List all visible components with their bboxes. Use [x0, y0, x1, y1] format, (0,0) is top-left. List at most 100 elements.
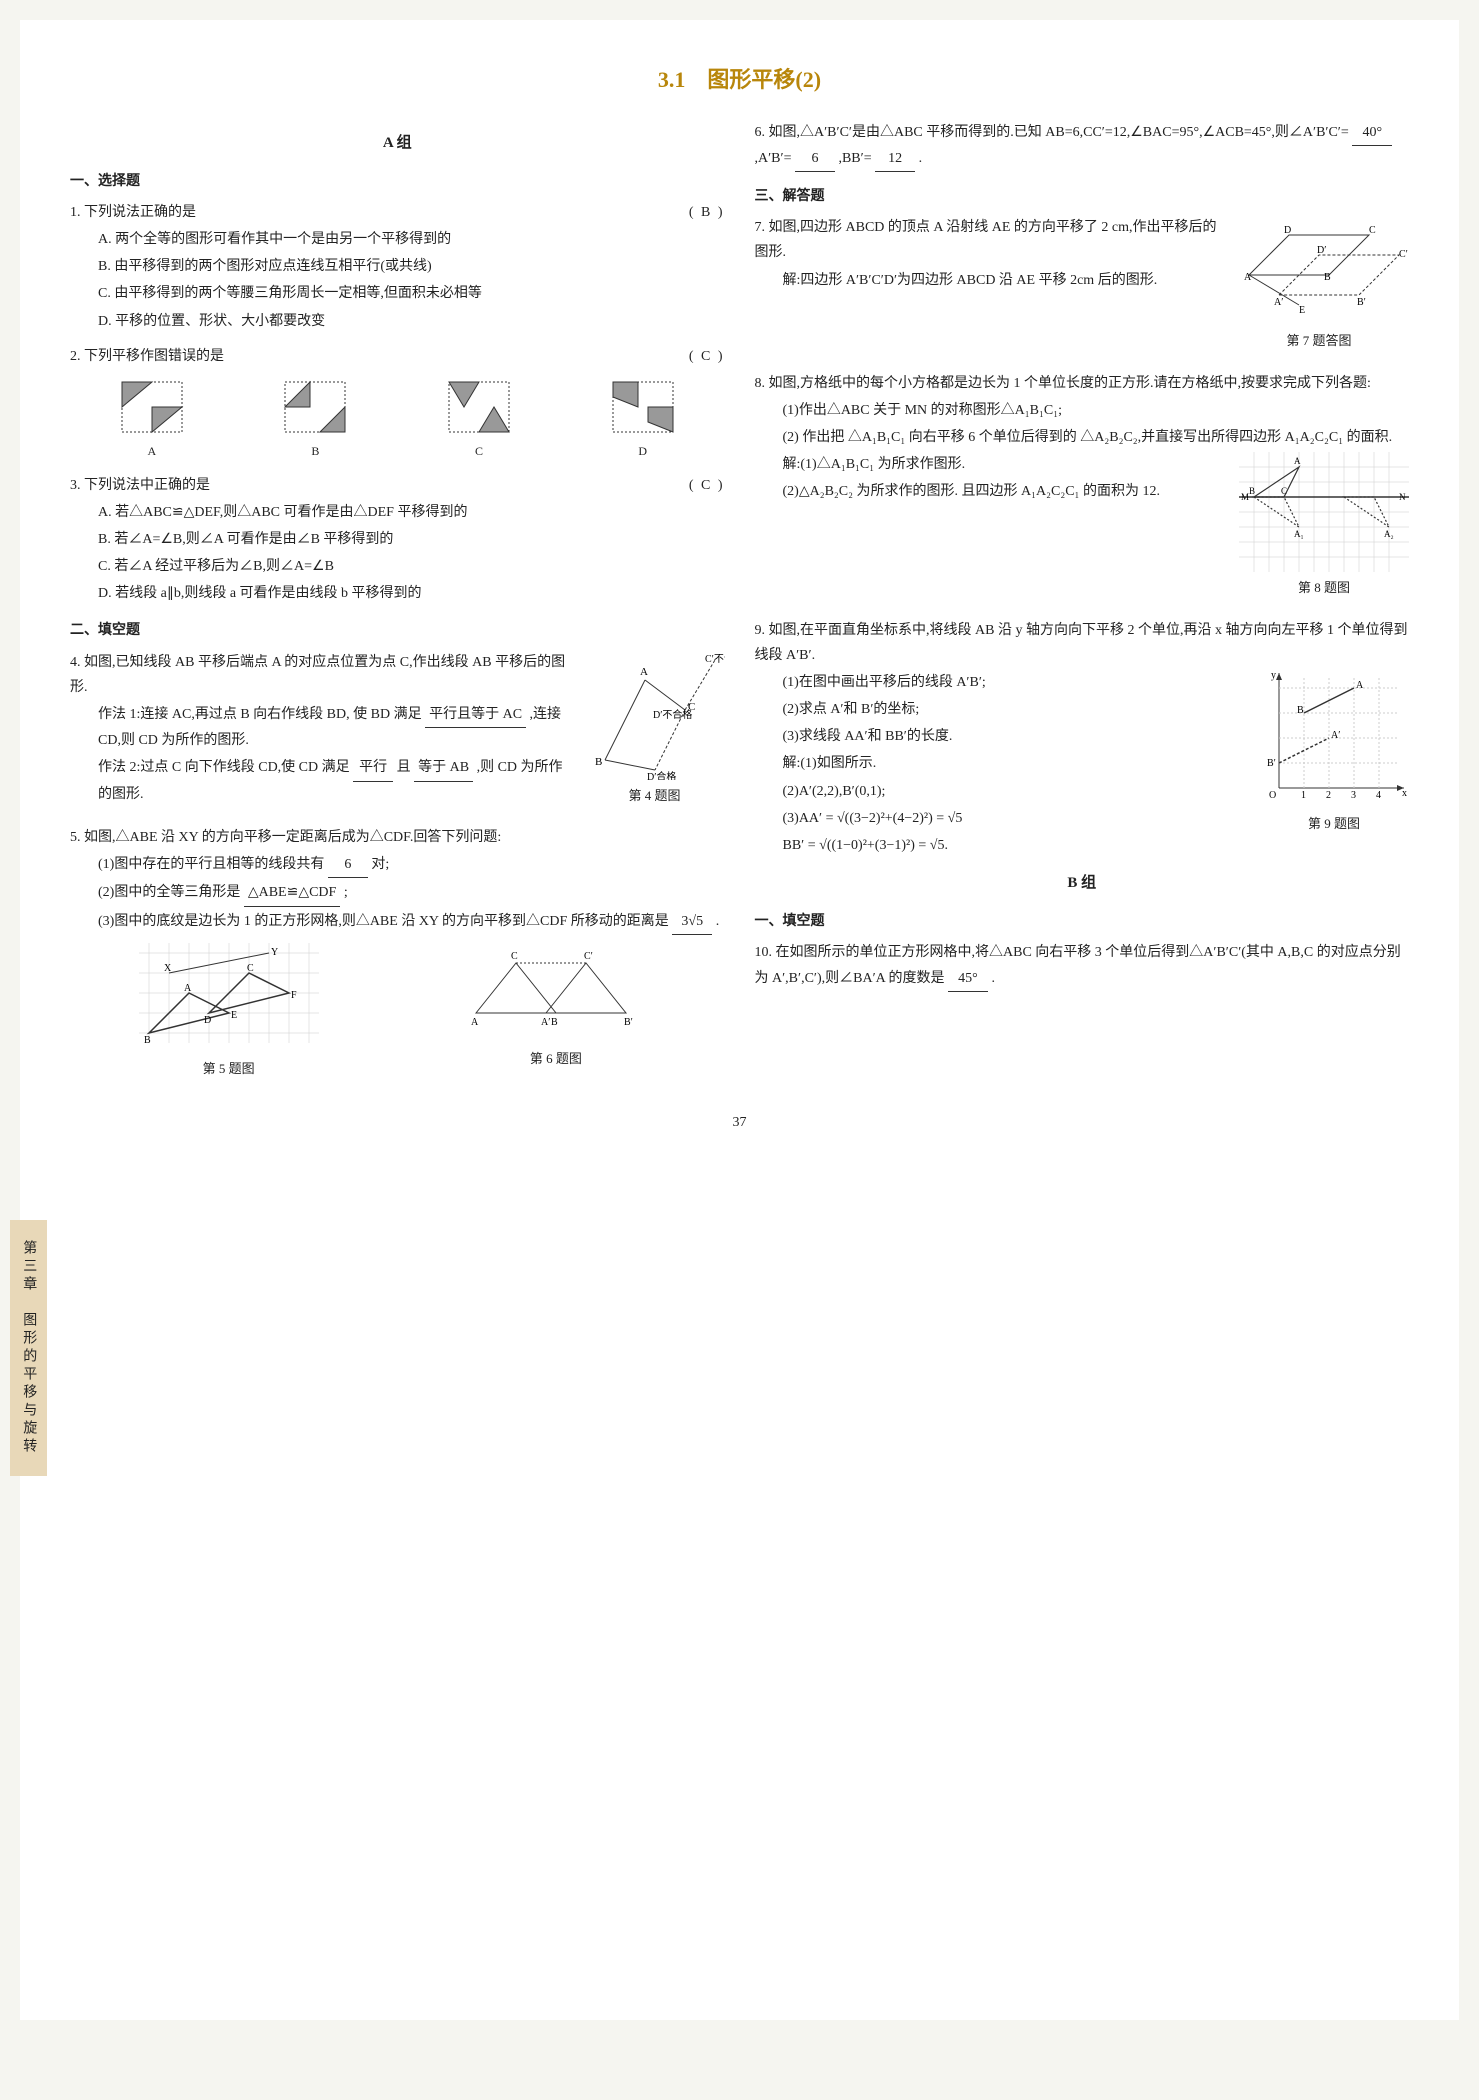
- svg-text:D: D: [1284, 225, 1291, 236]
- q4-blank2a: 平行: [353, 755, 393, 781]
- q10-stem-a: 10. 在如图所示的单位正方形网格中,将△ABC 向右平移 3 个单位后得到△A…: [755, 945, 1401, 985]
- question-4: A B C C′不合格 D′不合格 D′合格 第 4 题图 4. 如图,已知线段…: [70, 650, 725, 815]
- choice-header: 一、选择题: [70, 169, 725, 194]
- q9-stem: 9. 如图,在平面直角坐标系中,将线段 AB 沿 y 轴方向向下平移 2 个单位…: [755, 618, 1410, 668]
- chapter-tab: 第三章 图形的平移与旋转: [10, 1220, 47, 1476]
- q5-p2-blank: △ABE≌△CDF: [244, 880, 341, 906]
- question-9: 9. 如图,在平面直角坐标系中,将线段 AB 沿 y 轴方向向下平移 2 个单位…: [755, 618, 1410, 861]
- question-7: A B C D E A′ B′ C′ D′ 第 7 题答图 7. 如图,四边形 …: [755, 215, 1410, 360]
- q4-figure: A B C C′不合格 D′不合格 D′合格 第 4 题图: [585, 650, 725, 807]
- fill2-header: 一、填空题: [755, 909, 1410, 934]
- svg-text:B: B: [595, 756, 602, 768]
- question-3: 3. 下列说法中正确的是 ( C ) A. 若△ABC≌△DEF,则△ABC 可…: [70, 473, 725, 607]
- fill-header: 二、填空题: [70, 618, 725, 643]
- q6-stem-a: 6. 如图,△A′B′C′是由△ABC 平移而得到的.已知 AB=6,CC′=1…: [755, 125, 1349, 140]
- svg-text:E: E: [231, 1010, 237, 1021]
- svg-text:D′合格: D′合格: [647, 770, 676, 780]
- q7-caption: 第 7 题答图: [1229, 329, 1409, 352]
- svg-text:O: O: [1269, 790, 1276, 801]
- left-column: A 组 一、选择题 1. 下列说法正确的是 ( B ) A. 两个全等的图形可看…: [70, 120, 725, 1091]
- svg-text:D′: D′: [1317, 245, 1326, 256]
- q3-answer: ( C ): [689, 473, 725, 498]
- svg-text:A: A: [471, 1017, 479, 1028]
- svg-text:A′: A′: [1274, 297, 1283, 308]
- svg-text:Y: Y: [271, 947, 278, 958]
- q8-caption: 第 8 题图: [1239, 576, 1409, 599]
- q3-stem: 3. 下列说法中正确的是: [70, 478, 210, 493]
- group-a-label: A 组: [70, 130, 725, 157]
- q1-opt-b: B. 由平移得到的两个图形对应点连线互相平行(或共线): [70, 254, 725, 279]
- q2-stem: 2. 下列平移作图错误的是: [70, 349, 224, 364]
- svg-text:A: A: [1294, 456, 1301, 466]
- q6-stem-b: ,A′B′=: [755, 151, 792, 166]
- question-5: 5. 如图,△ABE 沿 XY 的方向平移一定距离后成为△CDF.回答下列问题:…: [70, 825, 725, 1080]
- q4-m1a: 作法 1:连接 AC,再过点 B 向右作线段 BD, 使 BD 满足: [98, 707, 422, 722]
- q5-caption: 第 5 题图: [139, 1057, 319, 1080]
- svg-text:B′: B′: [1267, 758, 1276, 769]
- q9-sol4: BB′ = √((1−0)²+(3−1)²) = √5.: [755, 833, 1410, 858]
- svg-text:A₂: A₂: [1384, 529, 1394, 539]
- svg-text:B′: B′: [1357, 297, 1366, 308]
- svg-text:B: B: [1249, 486, 1255, 496]
- q8-figure: M N A B C A₁ A₂ 第 8 题图: [1239, 452, 1409, 599]
- svg-text:N: N: [1399, 492, 1406, 502]
- q2-label-a: A: [117, 441, 187, 463]
- q10-stem-b: .: [991, 971, 995, 986]
- svg-text:D′不合格: D′不合格: [653, 708, 692, 721]
- q9-figure: O x y 1 2 3 4 A B A′ B′ 第 9 题图: [1259, 668, 1409, 835]
- q6-blank3: 12: [875, 146, 915, 172]
- svg-text:D: D: [204, 1015, 211, 1026]
- q8-p1: (1)作出△ABC 关于 MN 的对称图形△A₁B₁C₁;: [755, 398, 1410, 423]
- page-number: 37: [70, 1110, 1409, 1135]
- q6-blank2: 6: [795, 146, 835, 172]
- q5-p1b: 对;: [371, 857, 389, 872]
- q6-figure: A B C A′ B′ C′ 第 6 题图: [456, 943, 656, 1080]
- svg-text:C: C: [247, 963, 254, 974]
- q2-answer: ( C ): [689, 344, 725, 369]
- q4-blank2b: 等于 AB: [414, 755, 473, 781]
- question-6: 6. 如图,△A′B′C′是由△ABC 平移而得到的.已知 AB=6,CC′=1…: [755, 120, 1410, 172]
- svg-text:B: B: [551, 1017, 558, 1028]
- q2-label-c: C: [444, 441, 514, 463]
- svg-text:3: 3: [1351, 790, 1356, 801]
- svg-text:A: A: [1356, 680, 1364, 691]
- svg-text:C′: C′: [584, 951, 593, 962]
- svg-text:A: A: [184, 983, 192, 994]
- q7-figure: A B C D E A′ B′ C′ D′ 第 7 题答图: [1229, 215, 1409, 352]
- q5-p3a: (3)图中的底纹是边长为 1 的正方形网格,则△ABE 沿 XY 的方向平移到△…: [98, 914, 669, 929]
- q5-p1-blank: 6: [328, 852, 368, 878]
- q1-stem: 1. 下列说法正确的是: [70, 205, 196, 220]
- q10-blank: 45°: [948, 966, 988, 992]
- svg-text:x: x: [1402, 788, 1407, 799]
- q3-opt-c: C. 若∠A 经过平移后为∠B,则∠A=∠B: [70, 554, 725, 579]
- q5-p1a: (1)图中存在的平行且相等的线段共有: [98, 857, 324, 872]
- q6-caption: 第 6 题图: [456, 1047, 656, 1070]
- svg-text:C: C: [511, 951, 518, 962]
- q3-opt-d: D. 若线段 a∥b,则线段 a 可看作是由线段 b 平移得到的: [70, 581, 725, 606]
- svg-text:B: B: [1324, 272, 1331, 283]
- svg-text:X: X: [164, 963, 172, 974]
- q2-label-b: B: [280, 441, 350, 463]
- svg-text:y: y: [1271, 670, 1276, 681]
- solve-header: 三、解答题: [755, 184, 1410, 209]
- svg-text:B: B: [144, 1035, 151, 1046]
- q2-fig-b: B: [280, 377, 350, 463]
- question-8: 8. 如图,方格纸中的每个小方格都是边长为 1 个单位长度的正方形.请在方格纸中…: [755, 371, 1410, 608]
- svg-text:C′不合格: C′不合格: [705, 652, 725, 665]
- svg-text:C′: C′: [1399, 249, 1408, 260]
- svg-text:A: A: [1244, 272, 1252, 283]
- svg-text:M: M: [1241, 492, 1249, 502]
- q1-answer: ( B ): [689, 200, 725, 225]
- svg-text:A: A: [640, 666, 648, 678]
- svg-text:B: B: [1297, 705, 1304, 716]
- svg-text:1: 1: [1301, 790, 1306, 801]
- q1-opt-a: A. 两个全等的图形可看作其中一个是由另一个平移得到的: [70, 227, 725, 252]
- q2-figures: A B: [70, 377, 725, 463]
- q2-fig-c: C: [444, 377, 514, 463]
- svg-text:C: C: [1281, 486, 1287, 496]
- q5-figure: X Y B A E D C F 第 5 题图: [139, 943, 319, 1080]
- q8-p2: (2) 作出把 △A₁B₁C₁ 向右平移 6 个单位后得到的 △A₂B₂C₂,并…: [755, 425, 1410, 450]
- q9-caption: 第 9 题图: [1259, 812, 1409, 835]
- q3-opt-b: B. 若∠A=∠B,则∠A 可看作是由∠B 平移得到的: [70, 527, 725, 552]
- q8-stem: 8. 如图,方格纸中的每个小方格都是边长为 1 个单位长度的正方形.请在方格纸中…: [755, 371, 1410, 396]
